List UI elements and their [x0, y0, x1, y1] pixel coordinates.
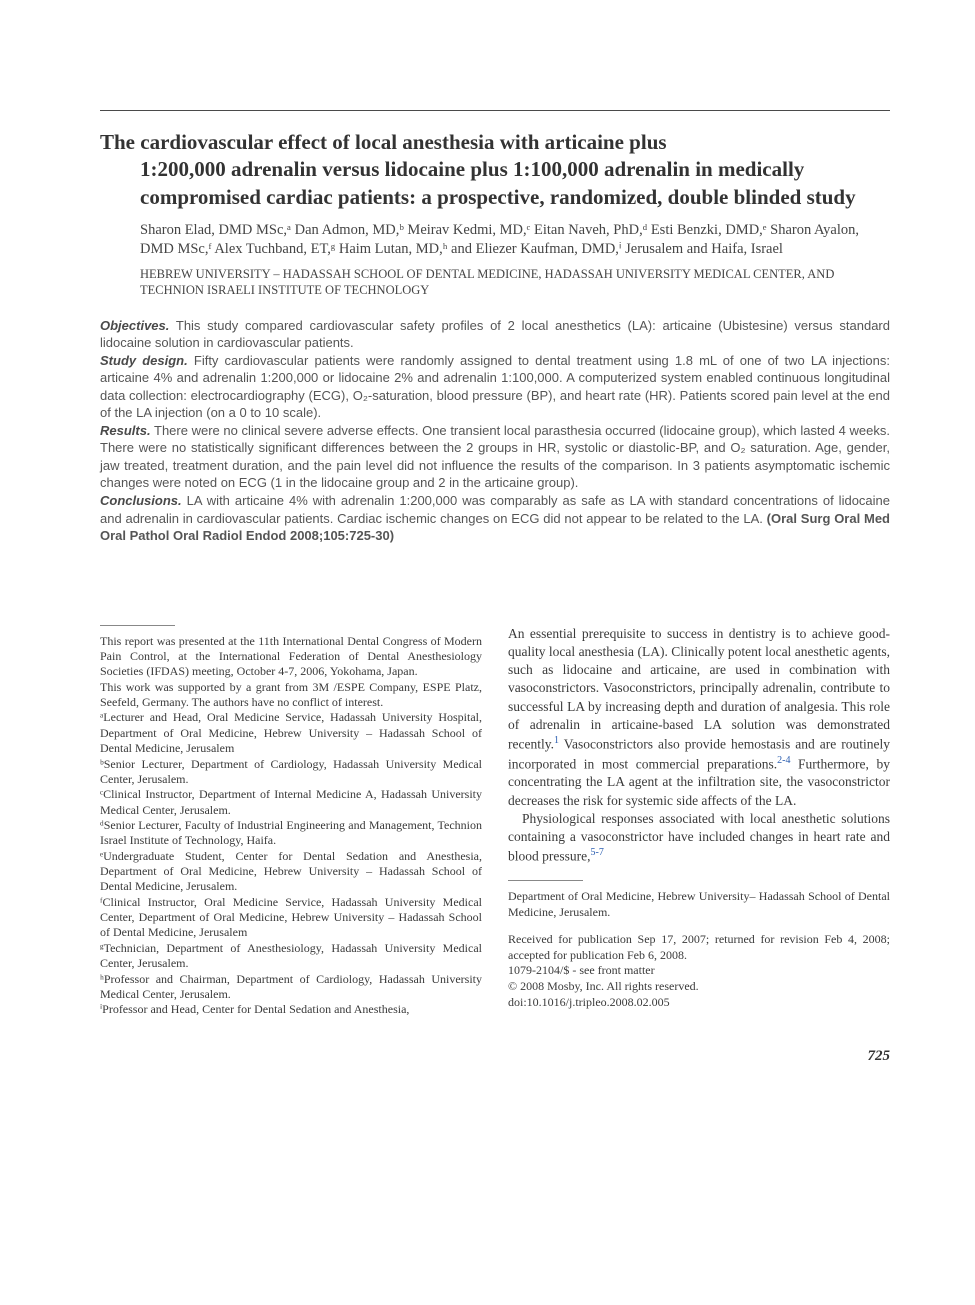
left-footnotes: This report was presented at the 11th In… — [100, 625, 482, 1018]
results-text: There were no clinical severe adverse ef… — [100, 423, 890, 491]
design-label: Study design. — [100, 353, 188, 368]
right-footnotes: Department of Oral Medicine, Hebrew Univ… — [508, 880, 890, 1010]
top-rule — [100, 110, 890, 111]
page-number: 725 — [100, 1048, 890, 1065]
footnote: ᶠClinical Instructor, Oral Medicine Serv… — [100, 895, 482, 941]
p1-part-a: An essential prerequisite to success in … — [508, 626, 890, 752]
authors: Sharon Elad, DMD MSc,ᵃ Dan Admon, MD,ᵇ M… — [100, 221, 890, 260]
footnote: ᵃLecturer and Head, Oral Medicine Servic… — [100, 710, 482, 756]
footnote-rule — [508, 880, 583, 881]
article-title: The cardiovascular effect of local anest… — [100, 129, 890, 211]
footnote: 1079-2104/$ - see front matter — [508, 963, 890, 979]
right-column: An essential prerequisite to success in … — [508, 625, 890, 1018]
body-paragraph-2: Physiological responses associated with … — [508, 810, 890, 866]
footnote: ⁱProfessor and Head, Center for Dental S… — [100, 1002, 482, 1017]
title-rest: 1:200,000 adrenalin versus lidocaine plu… — [100, 156, 890, 211]
footnote: Department of Oral Medicine, Hebrew Univ… — [508, 889, 890, 920]
affiliation: HEBREW UNIVERSITY – HADASSAH SCHOOL OF D… — [100, 266, 890, 299]
footnote: doi:10.1016/j.tripleo.2008.02.005 — [508, 995, 890, 1011]
footnote: This work was supported by a grant from … — [100, 680, 482, 711]
design-text: Fifty cardiovascular patients were rando… — [100, 353, 890, 421]
body-paragraph-1: An essential prerequisite to success in … — [508, 625, 890, 810]
title-block: The cardiovascular effect of local anest… — [100, 129, 890, 299]
footnote: ᶜClinical Instructor, Department of Inte… — [100, 787, 482, 818]
p2-part-a: Physiological responses associated with … — [508, 811, 890, 864]
footnote: ʰProfessor and Chairman, Department of C… — [100, 972, 482, 1003]
objectives-text: This study compared cardiovascular safet… — [100, 318, 890, 351]
objectives-label: Objectives. — [100, 318, 169, 333]
footnote: Received for publication Sep 17, 2007; r… — [508, 932, 890, 963]
footnote-rule — [100, 625, 175, 626]
footnote: © 2008 Mosby, Inc. All rights reserved. — [508, 979, 890, 995]
footnote: This report was presented at the 11th In… — [100, 634, 482, 680]
abstract: Objectives. This study compared cardiova… — [100, 317, 890, 545]
footnote: ᵇSenior Lecturer, Department of Cardiolo… — [100, 757, 482, 788]
footnote: ᵉUndergraduate Student, Center for Denta… — [100, 849, 482, 895]
footnote: ᵍTechnician, Department of Anesthesiolog… — [100, 941, 482, 972]
footnote: ᵈSenior Lecturer, Faculty of Industrial … — [100, 818, 482, 849]
results-label: Results. — [100, 423, 151, 438]
title-line1: The cardiovascular effect of local anest… — [100, 130, 667, 154]
left-column: This report was presented at the 11th In… — [100, 625, 482, 1018]
conclusions-label: Conclusions. — [100, 493, 182, 508]
two-column-body: This report was presented at the 11th In… — [100, 625, 890, 1018]
ref-link[interactable]: 2-4 — [777, 755, 790, 766]
ref-link[interactable]: 5-7 — [590, 847, 603, 858]
